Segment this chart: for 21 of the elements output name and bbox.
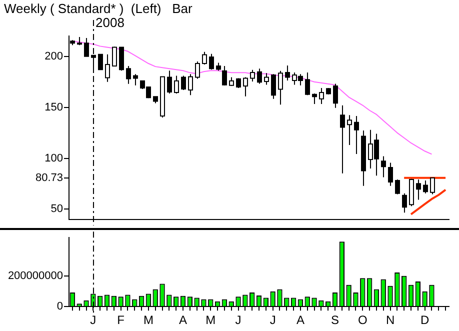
- x-tick-label: J: [90, 313, 96, 328]
- x-tick-label: A: [178, 313, 188, 328]
- chart-title: Weekly ( Standard* ) (Left) Bar: [4, 1, 192, 16]
- y-tick-label: 100: [44, 152, 63, 164]
- y-tick-label: 80.73: [35, 172, 63, 184]
- x-tick-label: M: [143, 313, 154, 328]
- y-tick-label: 150: [44, 101, 63, 114]
- x-tick-label: J: [235, 313, 242, 328]
- ref-line-label: 2008: [96, 15, 124, 30]
- x-tick-label: J: [270, 313, 276, 328]
- x-tick-label: S: [330, 313, 340, 328]
- x-tick-label: A: [296, 313, 304, 328]
- x-tick-label: N: [386, 313, 395, 328]
- y-tick-label: 0: [56, 300, 63, 313]
- y-tick-label: 50: [50, 203, 63, 216]
- y-tick-label: 200000000: [8, 270, 63, 282]
- x-tick-label: D: [420, 313, 430, 328]
- x-tick-label: M: [206, 313, 216, 328]
- x-tick-label: O: [358, 313, 368, 328]
- x-tick-label: F: [117, 313, 124, 328]
- y-tick-label: 200: [44, 50, 63, 62]
